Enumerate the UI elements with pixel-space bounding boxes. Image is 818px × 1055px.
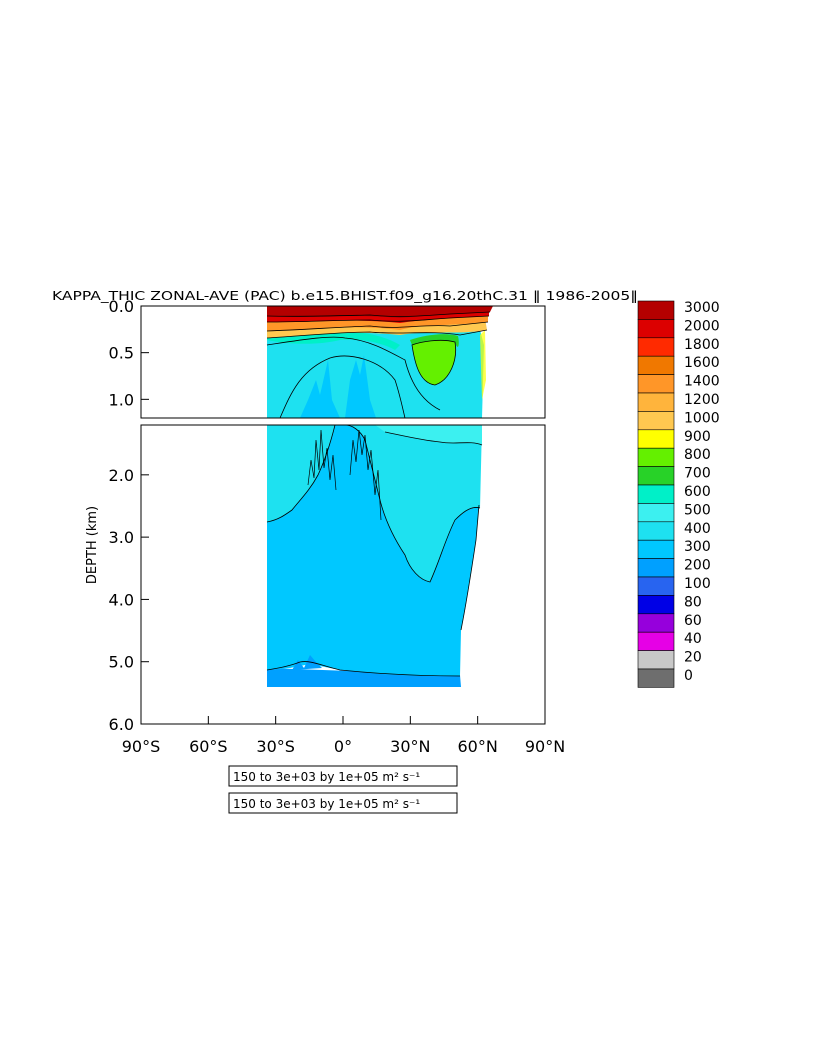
colorbar-label: 1200 xyxy=(684,392,720,408)
field-500-lower xyxy=(375,425,482,445)
lower-panel-field xyxy=(267,425,482,687)
colorbar-swatch xyxy=(637,503,675,523)
y-axis-lower: 2.0 3.0 4.0 5.0 6.0 xyxy=(109,466,149,734)
colorbar-swatch xyxy=(637,631,675,651)
colorbar-label: 300 xyxy=(684,539,711,555)
contour-legend-1: 150 to 3e+03 by 1e+05 m² s⁻¹ xyxy=(233,770,420,784)
colorbar-label: 600 xyxy=(684,484,711,500)
colorbar-label: 1000 xyxy=(684,410,720,426)
colorbar-swatch xyxy=(637,337,675,357)
field-800-upper xyxy=(412,340,456,385)
colorbar-swatch xyxy=(637,521,675,541)
field-edge-upper xyxy=(480,330,486,400)
y-axis-upper: 0.0 0.5 1.0 xyxy=(109,297,149,409)
x-tick-label: 0° xyxy=(334,737,352,756)
colorbar-label: 200 xyxy=(684,558,711,574)
contour-legend-box-2 xyxy=(228,792,458,814)
colorbar-label: 900 xyxy=(684,429,711,445)
chart-title: KAPPA_THIC ZONAL-AVE (PAC) b.e15.BHIST.f… xyxy=(52,289,638,303)
x-tick-label: 30°S xyxy=(256,737,295,756)
colorbar-swatch xyxy=(637,576,675,596)
x-tick-label: 90°N xyxy=(525,737,565,756)
x-tick-label: 60°S xyxy=(189,737,228,756)
y-tick-label: 4.0 xyxy=(109,590,134,609)
colorbar-swatch xyxy=(637,539,675,559)
colorbar-label: 3000 xyxy=(684,300,720,316)
colorbar-label: 0 xyxy=(684,668,693,684)
colorbar-swatch xyxy=(637,300,675,320)
colorbar-label: 800 xyxy=(684,447,711,463)
colorbar-label: 60 xyxy=(684,613,702,629)
colorbar-label: 20 xyxy=(684,650,702,666)
colorbar-swatch xyxy=(637,466,675,486)
upper-panel-contours xyxy=(266,311,491,418)
y-tick-label: 1.0 xyxy=(109,390,134,409)
y-tick-label: 0.5 xyxy=(109,344,134,363)
colorbar-label: 400 xyxy=(684,521,711,537)
y-tick-label: 3.0 xyxy=(109,528,134,547)
colorbar-swatch xyxy=(637,319,675,339)
y-tick-label: 2.0 xyxy=(109,466,134,485)
field-400-lower xyxy=(267,425,482,582)
field-300-deep-upper xyxy=(300,360,340,418)
y-tick-label: 6.0 xyxy=(109,715,134,734)
y-axis-label: DEPTH (km) xyxy=(85,506,100,584)
contour-legend-box-1 xyxy=(228,765,458,787)
colorbar-label: 40 xyxy=(684,631,702,647)
colorbar-swatch xyxy=(637,392,675,412)
colorbar-label: 80 xyxy=(684,594,702,610)
colorbar-label: 100 xyxy=(684,576,711,592)
colorbar-swatch xyxy=(637,613,675,633)
colorbar-swatch xyxy=(637,558,675,578)
y-tick-label: 0.0 xyxy=(109,297,134,316)
colorbar-swatch xyxy=(637,429,675,449)
colorbar-swatch xyxy=(637,484,675,504)
spike-contours xyxy=(307,429,382,521)
colorbar-swatch xyxy=(637,595,675,615)
x-tick-label: 30°N xyxy=(390,737,430,756)
colorbar-label: 700 xyxy=(684,466,711,482)
colorbar-label: 1800 xyxy=(684,337,720,353)
y-tick-label: 5.0 xyxy=(109,653,134,672)
field-200-bottom xyxy=(267,668,461,687)
x-tick-label: 90°S xyxy=(122,737,161,756)
colorbar-swatch xyxy=(637,447,675,467)
colorbar: 3000200018001600140012001000900800700600… xyxy=(637,300,720,688)
x-axis: 90°S 60°S 30°S 0° 30°N 60°N 90°N xyxy=(122,716,565,756)
field-300-deep-upper-2 xyxy=(345,355,376,418)
field-200-spikes xyxy=(292,655,322,670)
colorbar-label: 1600 xyxy=(684,355,720,371)
colorbar-swatch xyxy=(637,668,675,688)
upper-panel-field xyxy=(267,306,493,418)
colorbar-swatch xyxy=(637,374,675,394)
upper-panel-frame xyxy=(140,305,546,419)
colorbar-swatch xyxy=(637,355,675,375)
colorbar-label: 500 xyxy=(684,502,711,518)
x-tick-label: 60°N xyxy=(458,737,498,756)
colorbar-label: 1400 xyxy=(684,374,720,390)
colorbar-label: 2000 xyxy=(684,318,720,334)
contour-legend-2: 150 to 3e+03 by 1e+05 m² s⁻¹ xyxy=(233,797,420,811)
colorbar-swatch xyxy=(637,411,675,431)
colorbar-swatch xyxy=(637,650,675,670)
